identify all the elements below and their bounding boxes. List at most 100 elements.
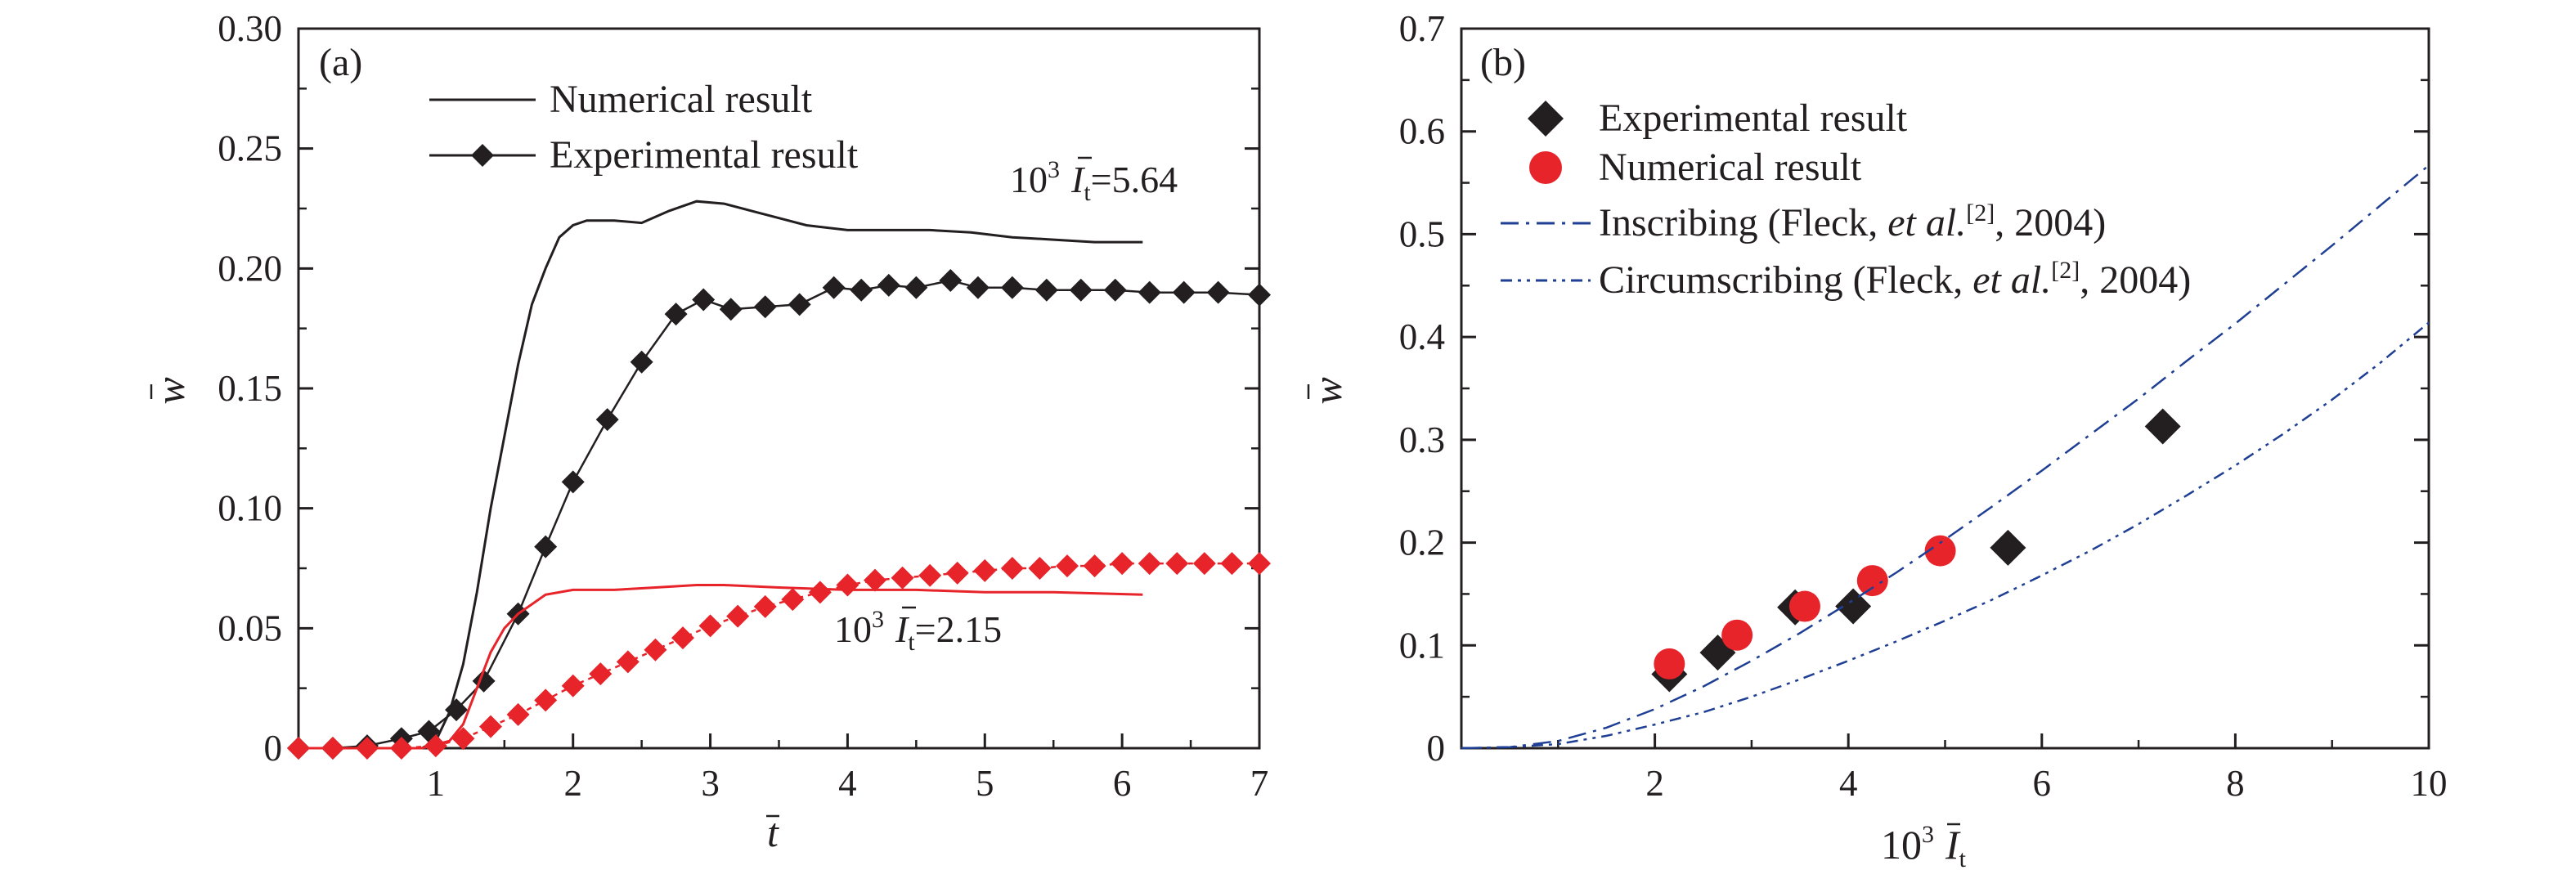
panel-b-y-tick-label: 0.3 xyxy=(1399,419,1445,460)
panel-b-xlabel: 103 It xyxy=(1881,821,1967,872)
panel-b-series-1-circle-marker xyxy=(1788,590,1820,622)
panel-b-series-0-diamond-marker xyxy=(2144,408,2181,445)
panel-a-series-1-diamond-marker xyxy=(664,303,688,326)
panel-a-series-3-diamond-marker xyxy=(389,737,413,760)
panel-b-x-tick-label: 2 xyxy=(1645,763,1664,804)
panel-b-y-tick-label: 0 xyxy=(1427,728,1446,769)
panel-a-series-3-diamond-marker xyxy=(561,674,585,697)
panel-a-series-1-diamond-marker xyxy=(966,276,990,299)
panel-a-series-3-diamond-marker xyxy=(864,568,886,592)
panel-a-annotation-high: 103 It=5.64 xyxy=(1010,156,1178,206)
panel-a-legend-numerical-label: Numerical result xyxy=(550,78,813,121)
panel-b-legend-experimental-marker xyxy=(1528,101,1564,137)
panel-b-y-tick-label: 0.7 xyxy=(1399,8,1445,49)
panel-a-series-1-diamond-marker xyxy=(1034,278,1058,302)
panel-a-series-1-diamond-marker xyxy=(1069,278,1093,302)
panel-a-series-2-line xyxy=(298,584,1143,750)
panel-b-y-tick-label: 0.1 xyxy=(1399,625,1445,666)
panel-a-series-3-diamond-marker xyxy=(321,737,344,760)
panel-b-x-tick-label: 4 xyxy=(1839,763,1858,804)
panel-b-chart: 2 4 6 8 10 0 0.1 0.2 0.3 0.4 0.5 0.6 0.7 (b) Experim… xyxy=(1304,8,2448,872)
panel-a-series-1-diamond-marker xyxy=(1206,280,1230,304)
panel-b-y-tick-label: 0.5 xyxy=(1399,213,1445,254)
panel-a-series-1-diamond-marker xyxy=(445,698,469,722)
panel-a-series-1-diamond-marker xyxy=(788,293,811,316)
panel-b-y-tick-label: 0.6 xyxy=(1399,111,1445,152)
panel-a-series-3-diamond-marker xyxy=(1083,554,1106,578)
panel-a-series-3-diamond-marker xyxy=(1220,552,1244,576)
panel-b-x-tick-label: 6 xyxy=(2033,763,2052,804)
panel-a-series-1-diamond-marker xyxy=(753,295,777,319)
panel-a-series-3-diamond-marker xyxy=(534,688,558,712)
panel-b-series xyxy=(1461,164,2430,750)
panel-a-series-3-diamond-marker xyxy=(781,588,805,612)
panel-a-series-3-diamond-marker xyxy=(726,604,750,628)
panel-a-series-1-diamond-marker xyxy=(1138,280,1161,304)
panel-a-series-1-diamond-marker xyxy=(1172,280,1196,304)
panel-b-x-tick-label: 10 xyxy=(2411,763,2448,804)
panel-a-y-tick-label: 0.25 xyxy=(218,128,282,169)
panel-a-series-3-diamond-marker xyxy=(644,638,667,661)
panel-a-series-3-diamond-marker xyxy=(424,734,447,758)
panel-a-series-1-diamond-marker xyxy=(1248,283,1271,307)
panel-a-ylabel: w xyxy=(147,377,193,404)
panel-a-x-tick-label: 5 xyxy=(976,763,994,804)
panel-a-series-3-diamond-marker xyxy=(479,715,502,738)
panel-b-legend: Experimental result Numerical result Ins… xyxy=(1501,96,2191,302)
panel-b-series-0-diamond-marker xyxy=(1990,529,2026,566)
panel-b-legend-numerical-label: Numerical result xyxy=(1599,146,1862,189)
panel-a-series-3-diamond-marker xyxy=(506,702,530,726)
panel-a-series-3-diamond-marker xyxy=(698,614,722,638)
panel-a-series-1-diamond-marker xyxy=(561,470,585,494)
panel-a-series-1-line xyxy=(298,279,1260,750)
panel-b-label: (b) xyxy=(1480,41,1526,84)
panel-a-series-3-diamond-marker xyxy=(1165,552,1189,576)
panel-b-legend-numerical-marker xyxy=(1529,151,1562,184)
panel-b-series-1-circle-marker xyxy=(1924,535,1956,567)
panel-a-series-1-diamond-marker xyxy=(595,408,619,432)
panel-a-y-tick-label: 0.20 xyxy=(218,248,282,289)
panel-b-legend-experimental-label: Experimental result xyxy=(1599,96,1908,140)
panel-a-series-0-line xyxy=(298,200,1143,750)
panel-a-label: (a) xyxy=(319,41,362,84)
panel-a-y-tick-label: 0.15 xyxy=(218,368,282,409)
panel-a-series-3-diamond-marker xyxy=(451,727,475,751)
panel-a-series-3-diamond-marker xyxy=(836,573,859,597)
panel-a-series-1-diamond-marker xyxy=(904,276,928,299)
panel-a-series-1-diamond-marker xyxy=(822,276,846,299)
panel-a-series-3-diamond-marker xyxy=(891,566,914,590)
panel-a-series-3-diamond-marker xyxy=(1000,557,1024,580)
panel-a-x-tick-label: 7 xyxy=(1250,763,1269,804)
panel-a-series-3-diamond-marker xyxy=(1192,552,1216,576)
panel-a-legend-experimental-marker xyxy=(471,144,494,167)
panel-a-series-3-diamond-marker xyxy=(1138,552,1161,576)
panel-b-ticks: 2 4 6 8 10 0 0.1 0.2 0.3 0.4 0.5 0.6 0.7 xyxy=(1399,8,2448,804)
panel-a-series-3-diamond-marker xyxy=(616,650,640,674)
panel-b-series-0-diamond-marker xyxy=(1835,588,1872,625)
panel-a-legend: Numerical result Experimental result xyxy=(429,78,859,177)
panel-a-x-tick-label: 6 xyxy=(1113,763,1132,804)
panel-a-series-3-diamond-marker xyxy=(287,737,310,760)
panel-a-series-3-diamond-marker xyxy=(1056,554,1079,578)
panel-a-series-3-diamond-marker xyxy=(945,561,969,585)
panel-a-series-1-diamond-marker xyxy=(850,278,873,302)
panel-a-x-tick-label: 3 xyxy=(701,763,720,804)
panel-b-series-2-line xyxy=(1461,164,2430,750)
panel-a-y-tick-label: 0.10 xyxy=(218,488,282,529)
panel-a-x-tick-label: 2 xyxy=(563,763,582,804)
panel-a-chart: 1 2 3 4 5 6 7 0 0.05 0.10 0.15 0.20 0.25 0.30 (a) Num… xyxy=(147,8,1271,855)
panel-a-series-3-diamond-marker xyxy=(973,558,997,582)
panel-a-x-tick-label: 4 xyxy=(838,763,857,804)
panel-a-series-1-diamond-marker xyxy=(692,288,716,312)
panel-a-series-1-diamond-marker xyxy=(1000,276,1024,299)
panel-a-y-tick-label: 0.30 xyxy=(218,8,282,49)
panel-b-series-3-line xyxy=(1461,321,2430,750)
panel-a-series-1-diamond-marker xyxy=(534,535,558,558)
panel-a-series-3-diamond-marker xyxy=(1028,557,1052,580)
panel-a-series-1-diamond-marker xyxy=(630,350,653,374)
panel-a-xlabel: t xyxy=(767,809,779,855)
panel-a-series-3-diamond-marker xyxy=(355,737,379,760)
panel-b-series-1-circle-marker xyxy=(1654,648,1685,679)
panel-a-ticks: 1 2 3 4 5 6 7 0 0.05 0.10 0.15 0.20 0.25 0.30 xyxy=(218,8,1268,804)
panel-a-series-3-diamond-marker xyxy=(808,581,832,604)
